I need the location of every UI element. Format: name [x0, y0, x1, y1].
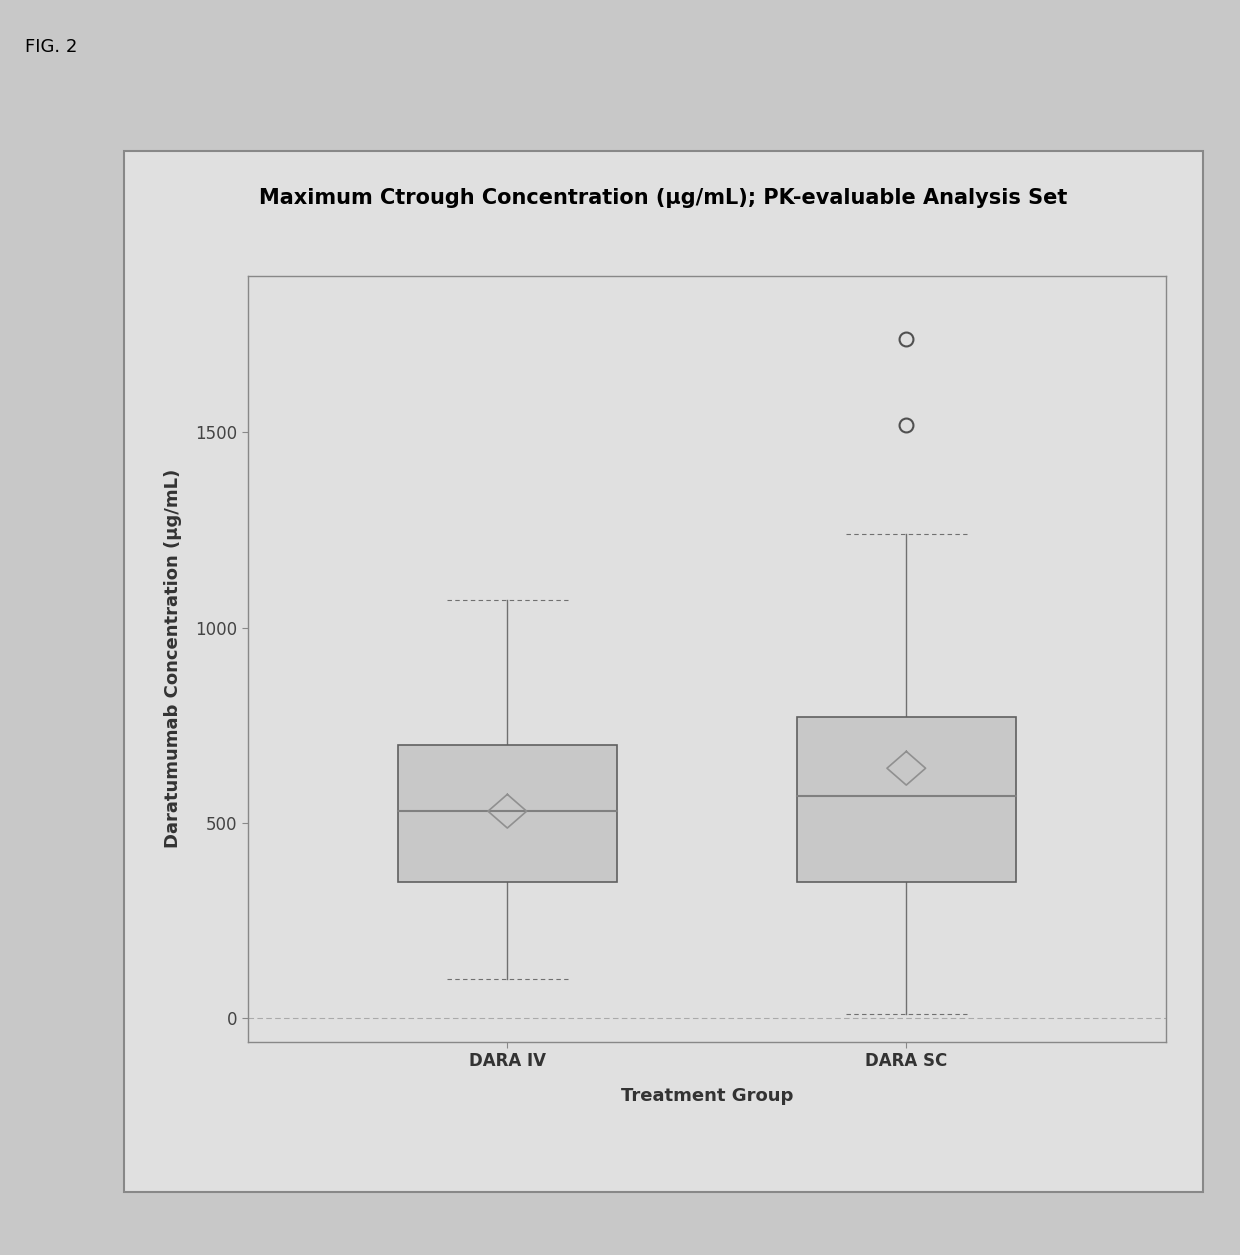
Y-axis label: Daratumumab Concentration (μg/mL): Daratumumab Concentration (μg/mL) [164, 469, 181, 848]
Text: Maximum Ctrough Concentration (μg/mL); PK-evaluable Analysis Set: Maximum Ctrough Concentration (μg/mL); P… [259, 188, 1068, 208]
Text: FIG. 2: FIG. 2 [25, 38, 77, 55]
Bar [398, 744, 618, 881]
Bar [796, 718, 1016, 881]
X-axis label: Treatment Group: Treatment Group [620, 1087, 794, 1104]
